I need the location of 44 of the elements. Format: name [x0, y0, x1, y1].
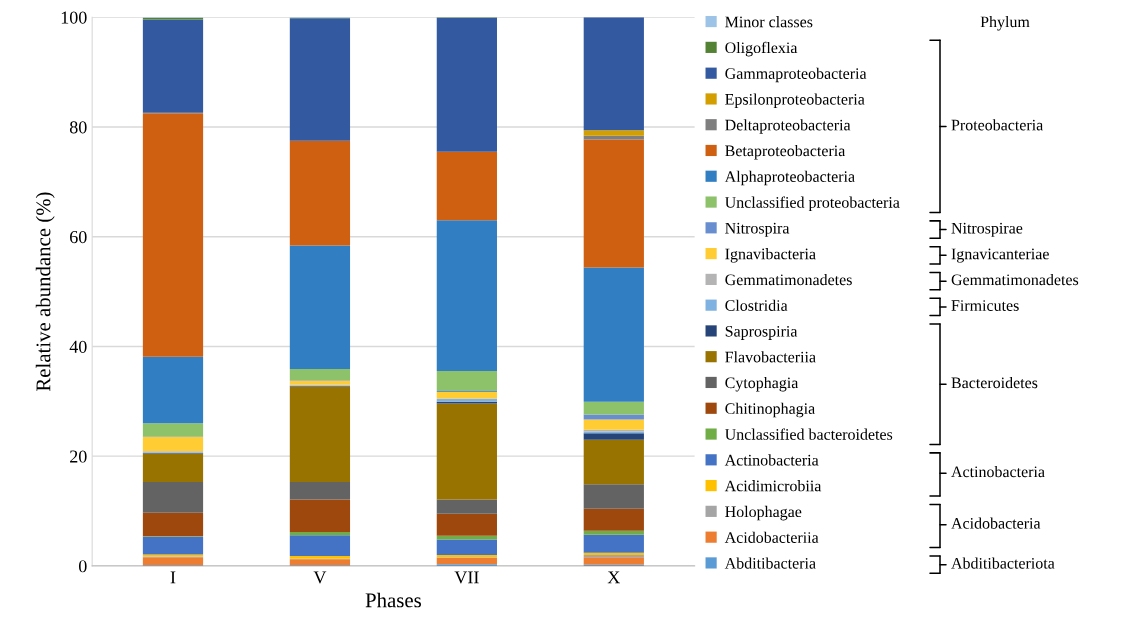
- legend-label: Minor classes: [725, 16, 813, 28]
- text: Proteobacteria: [951, 119, 1044, 131]
- legend-label: Abditibacteria: [724, 557, 816, 569]
- legend-label: Clostridia: [725, 299, 788, 311]
- x-tick-label: V: [313, 571, 327, 584]
- legend-label: Deltaproteobacteria: [725, 119, 851, 134]
- legend-label: Gammaproteobacteria: [725, 67, 867, 83]
- legend-label: Actinobacteria: [724, 454, 819, 466]
- legend-label: Gemmatimonadetes: [725, 273, 852, 286]
- text: Abditibacteriota: [951, 557, 1055, 569]
- legend-label: Betaproteobacteria: [725, 144, 846, 160]
- y-tick-label: 60: [70, 230, 87, 244]
- y-axis-title: Relative abundance (%): [35, 192, 55, 392]
- x-axis-title: Phases: [365, 592, 421, 608]
- legend-label: Flavobacteriia: [725, 351, 816, 363]
- text: Nitrospirae: [951, 222, 1023, 237]
- legend-label: Unclassified proteobacteria: [725, 196, 900, 212]
- y-tick-label: 0: [78, 560, 87, 573]
- legend-label: Chitinophagia: [725, 402, 815, 418]
- legend-label: Acidobacteriia: [724, 531, 819, 543]
- y-tick-label: 40: [69, 340, 87, 353]
- x-tick-label: VII: [454, 571, 479, 584]
- legend-label: Holophagae: [725, 505, 802, 521]
- legend-label: Saprospiria: [725, 325, 798, 340]
- text: Acidobacteria: [951, 517, 1041, 529]
- legend-label: Epsilonproteobacteria: [725, 93, 865, 108]
- legend-label: Cytophagia: [725, 376, 799, 392]
- legend-label: Nitrospira: [725, 222, 790, 237]
- text: Firmicutes: [951, 300, 1019, 311]
- legend-label: Oligoflexia: [725, 41, 798, 57]
- legend-label: Acidimicrobiia: [724, 480, 822, 492]
- legend-label: Unclassified bacteroidetes: [725, 428, 893, 440]
- text: Bacteroidetes: [951, 376, 1038, 389]
- text: Ignavicanteriae: [951, 248, 1049, 263]
- y-tick-label: 100: [61, 11, 87, 24]
- legend-label: Ignavibacteria: [725, 248, 816, 263]
- y-tick-label: 80: [69, 121, 87, 134]
- text: Actinobacteria: [951, 465, 1045, 478]
- x-tick-label: X: [607, 571, 621, 584]
- y-tick-label: 20: [70, 450, 87, 463]
- text: Gemmatimonadetes: [951, 273, 1079, 286]
- legend-label: Alphaproteobacteria: [724, 170, 855, 186]
- legend-title: Phylum: [980, 16, 1030, 31]
- x-tick-label: I: [170, 571, 176, 584]
